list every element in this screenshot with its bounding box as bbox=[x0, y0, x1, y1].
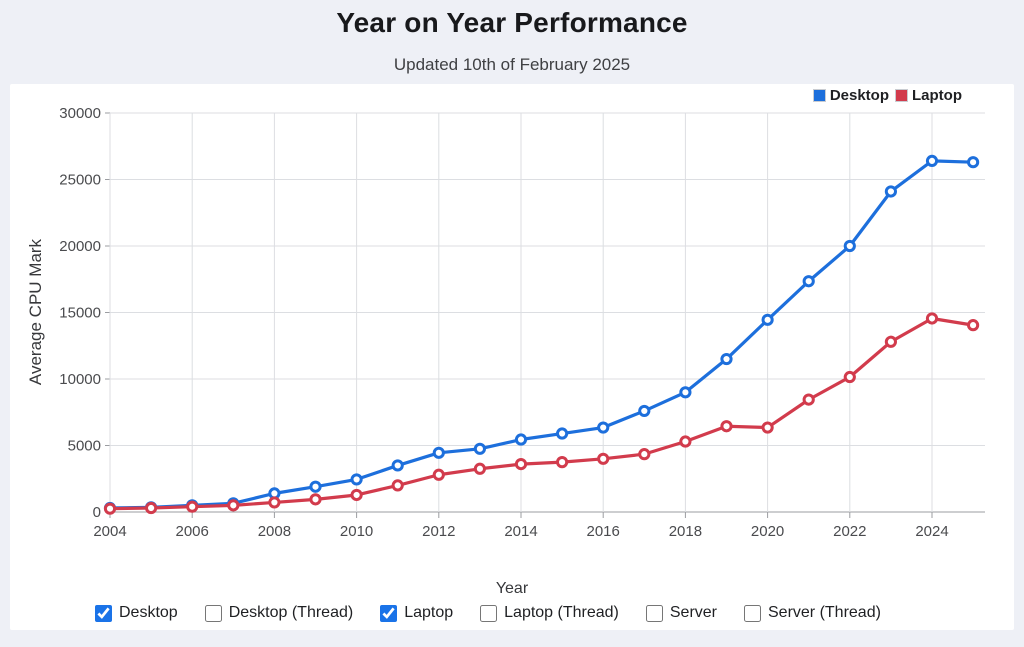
data-point-laptop bbox=[720, 420, 733, 433]
toggle-checkbox-laptop[interactable] bbox=[380, 604, 398, 622]
x-tick-label: 2012 bbox=[422, 523, 455, 540]
toggle-checkbox-desktop-thread[interactable] bbox=[204, 604, 222, 622]
data-point-laptop bbox=[268, 496, 281, 509]
x-tick-label: 2010 bbox=[340, 523, 373, 540]
data-point-laptop bbox=[925, 312, 939, 325]
y-tick-label: 30000 bbox=[59, 105, 101, 122]
series-toggles: Desktop Desktop (Thread) Laptop Laptop (Thr… bbox=[95, 604, 994, 622]
data-point-laptop bbox=[843, 370, 856, 384]
toggle-label-server: Server bbox=[669, 604, 717, 621]
toggle-laptop-thread[interactable]: Laptop (Thread) bbox=[480, 604, 619, 622]
page-subtitle: Updated 10th of February 2025 bbox=[393, 55, 631, 74]
x-tick-label: 2020 bbox=[751, 523, 784, 540]
data-point-desktop bbox=[473, 442, 486, 455]
plot-svg: 0 5000 10000 15000 20000 25000 30000 2004 2006 20… bbox=[59, 105, 985, 540]
data-point-desktop bbox=[350, 473, 363, 486]
x-tick-label: 2024 bbox=[915, 523, 948, 540]
page-title: Year on Year Performance bbox=[336, 7, 688, 38]
data-point-desktop bbox=[720, 352, 733, 366]
y-tick-label: 20000 bbox=[59, 238, 101, 255]
data-point-desktop bbox=[761, 313, 774, 326]
data-point-laptop bbox=[884, 335, 898, 348]
x-axis-title: Year bbox=[495, 580, 529, 597]
y-tick-label: 25000 bbox=[59, 172, 101, 189]
desktop-legend-swatch-icon bbox=[812, 89, 826, 102]
y-tick-label: 0 bbox=[93, 504, 101, 521]
toggle-laptop[interactable]: Laptop bbox=[380, 604, 453, 622]
toggle-server-thread[interactable]: Server (Thread) bbox=[744, 604, 881, 622]
data-point-desktop bbox=[967, 156, 980, 169]
x-tick-label: 2006 bbox=[176, 523, 209, 540]
data-point-desktop bbox=[597, 421, 610, 434]
data-point-laptop bbox=[967, 319, 980, 332]
data-point-desktop bbox=[432, 446, 445, 459]
toggle-label-server-thread: Server (Thread) bbox=[768, 604, 881, 621]
data-point-laptop bbox=[679, 435, 692, 448]
data-point-desktop bbox=[556, 427, 569, 440]
y-tick-label: 15000 bbox=[59, 305, 101, 322]
y-tick-label: 5000 bbox=[68, 438, 101, 455]
data-point-desktop bbox=[884, 185, 898, 198]
toggle-checkbox-laptop-thread[interactable] bbox=[480, 604, 498, 622]
legend-label-laptop: Laptop bbox=[912, 87, 962, 104]
data-point-laptop bbox=[556, 456, 569, 469]
x-tick-label: 2014 bbox=[504, 523, 537, 540]
data-point-desktop bbox=[802, 275, 815, 288]
x-tick-label: 2016 bbox=[587, 523, 620, 540]
toggle-checkbox-desktop[interactable] bbox=[95, 604, 112, 622]
data-point-laptop bbox=[227, 499, 240, 512]
legend-item-laptop[interactable]: Laptop bbox=[895, 87, 962, 104]
data-point-laptop bbox=[802, 393, 815, 406]
data-point-desktop bbox=[925, 154, 939, 167]
data-point-laptop bbox=[638, 448, 651, 461]
toggle-desktop[interactable]: Desktop bbox=[95, 604, 178, 622]
data-point-laptop bbox=[391, 479, 404, 492]
toggle-checkbox-server[interactable] bbox=[645, 604, 663, 622]
data-point-laptop bbox=[761, 421, 774, 434]
data-point-desktop bbox=[514, 433, 528, 446]
laptop-legend-swatch-icon bbox=[895, 89, 908, 102]
y-tick-label: 10000 bbox=[59, 371, 101, 388]
data-point-laptop bbox=[186, 500, 199, 513]
chart-card: 0 5000 10000 15000 20000 25000 30000 2004 2006 20… bbox=[10, 84, 1014, 630]
x-tick-label: 2004 bbox=[93, 523, 126, 540]
toggle-label-laptop-thread: Laptop (Thread) bbox=[504, 604, 619, 621]
data-point-laptop bbox=[103, 502, 117, 515]
y-axis-title: Average CPU Mark bbox=[26, 238, 45, 386]
data-point-laptop bbox=[432, 468, 445, 481]
data-point-laptop bbox=[145, 501, 158, 515]
data-point-laptop bbox=[473, 462, 486, 475]
toggle-label-laptop: Laptop bbox=[404, 604, 454, 621]
x-tick-label: 2022 bbox=[833, 523, 866, 540]
series-line-laptop bbox=[109, 316, 974, 511]
data-point-laptop bbox=[514, 458, 528, 471]
toggle-checkbox-server-thread[interactable] bbox=[744, 604, 761, 622]
legend-label-desktop: Desktop bbox=[829, 87, 889, 104]
legend-item-desktop[interactable]: Desktop bbox=[812, 87, 889, 104]
data-point-desktop bbox=[679, 386, 692, 399]
toggle-label-desktop-thread: Desktop (Thread) bbox=[228, 604, 354, 621]
chart-header: Year on Year Performance Updated 10th of… bbox=[0, 0, 1024, 75]
chart-legend: Desktop Laptop bbox=[812, 87, 962, 104]
toggle-label-desktop: Desktop bbox=[119, 604, 178, 621]
toggle-desktop-thread[interactable]: Desktop (Thread) bbox=[204, 604, 354, 622]
data-point-desktop bbox=[638, 404, 651, 418]
series-line-desktop bbox=[109, 159, 974, 510]
data-point-desktop bbox=[843, 239, 856, 253]
data-point-desktop bbox=[309, 480, 322, 493]
data-point-laptop bbox=[309, 493, 322, 506]
data-point-laptop bbox=[597, 452, 610, 465]
data-point-laptop bbox=[350, 488, 363, 502]
x-tick-label: 2018 bbox=[669, 523, 702, 540]
toggle-server[interactable]: Server bbox=[645, 604, 717, 622]
x-tick-label: 2008 bbox=[258, 523, 291, 540]
data-point-desktop bbox=[391, 459, 404, 472]
